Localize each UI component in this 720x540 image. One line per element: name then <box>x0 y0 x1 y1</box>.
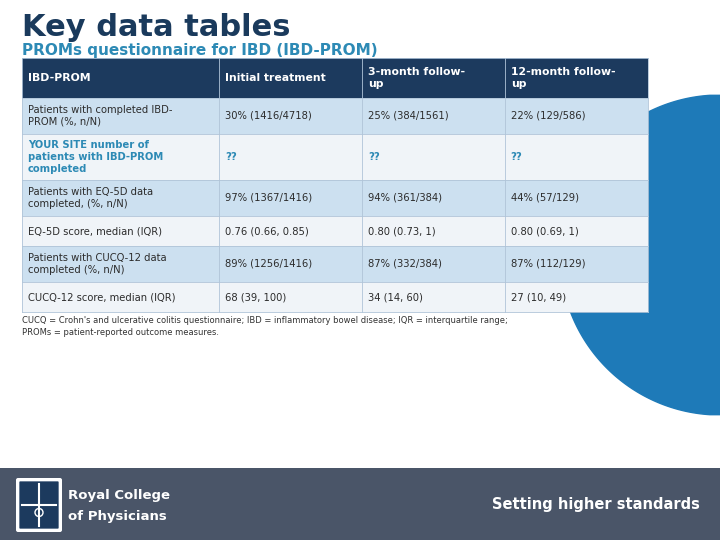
Text: IBD-PROM: IBD-PROM <box>28 73 91 83</box>
Text: CUCQ-12 score, median (IQR): CUCQ-12 score, median (IQR) <box>28 292 176 302</box>
Text: 87% (332/384): 87% (332/384) <box>368 259 442 269</box>
Text: Key data tables: Key data tables <box>22 13 290 42</box>
Text: ??: ?? <box>368 152 379 162</box>
Text: 44% (57/129): 44% (57/129) <box>510 193 579 203</box>
Text: 25% (384/1561): 25% (384/1561) <box>368 111 449 121</box>
Text: 0.76 (0.66, 0.85): 0.76 (0.66, 0.85) <box>225 226 309 236</box>
Text: EQ-5D score, median (IQR): EQ-5D score, median (IQR) <box>28 226 162 236</box>
Bar <box>22 216 648 246</box>
Text: 87% (112/129): 87% (112/129) <box>510 259 585 269</box>
Text: CUCQ = Crohn's and ulcerative colitis questionnaire; IBD = inflammatory bowel di: CUCQ = Crohn's and ulcerative colitis qu… <box>22 316 508 337</box>
Bar <box>22 282 648 312</box>
Text: 3-month follow-
up: 3-month follow- up <box>368 67 465 89</box>
Bar <box>22 180 648 216</box>
Text: 0.80 (0.69, 1): 0.80 (0.69, 1) <box>510 226 578 236</box>
Text: 94% (361/384): 94% (361/384) <box>368 193 442 203</box>
Polygon shape <box>560 96 720 415</box>
Text: 27 (10, 49): 27 (10, 49) <box>510 292 566 302</box>
Text: 97% (1367/1416): 97% (1367/1416) <box>225 193 312 203</box>
Text: 34 (14, 60): 34 (14, 60) <box>368 292 423 302</box>
Text: 68 (39, 100): 68 (39, 100) <box>225 292 287 302</box>
Text: of Physicians: of Physicians <box>68 510 167 523</box>
Text: 89% (1256/1416): 89% (1256/1416) <box>225 259 312 269</box>
Text: 22% (129/586): 22% (129/586) <box>510 111 585 121</box>
Text: 30% (1416/4718): 30% (1416/4718) <box>225 111 312 121</box>
Bar <box>22 134 648 180</box>
Text: PROMs questionnaire for IBD (IBD-PROM): PROMs questionnaire for IBD (IBD-PROM) <box>22 43 377 58</box>
Text: Patients with CUCQ-12 data
completed (%, n/N): Patients with CUCQ-12 data completed (%,… <box>28 253 166 275</box>
Text: ??: ?? <box>225 152 237 162</box>
Text: YOUR SITE number of
patients with IBD-PROM
completed: YOUR SITE number of patients with IBD-PR… <box>28 140 163 174</box>
Text: Initial treatment: Initial treatment <box>225 73 326 83</box>
Bar <box>0 468 720 540</box>
Bar <box>22 58 648 98</box>
FancyBboxPatch shape <box>16 478 62 532</box>
Bar <box>22 98 648 134</box>
Text: Royal College: Royal College <box>68 489 170 502</box>
Text: 0.80 (0.73, 1): 0.80 (0.73, 1) <box>368 226 436 236</box>
Text: Setting higher standards: Setting higher standards <box>492 496 700 511</box>
Text: Patients with EQ-5D data
completed, (%, n/N): Patients with EQ-5D data completed, (%, … <box>28 187 153 209</box>
Text: Patients with completed IBD-
PROM (%, n/N): Patients with completed IBD- PROM (%, n/… <box>28 105 173 127</box>
FancyBboxPatch shape <box>19 481 59 529</box>
Text: ??: ?? <box>510 152 523 162</box>
Text: 12-month follow-
up: 12-month follow- up <box>510 67 616 89</box>
Bar <box>22 246 648 282</box>
